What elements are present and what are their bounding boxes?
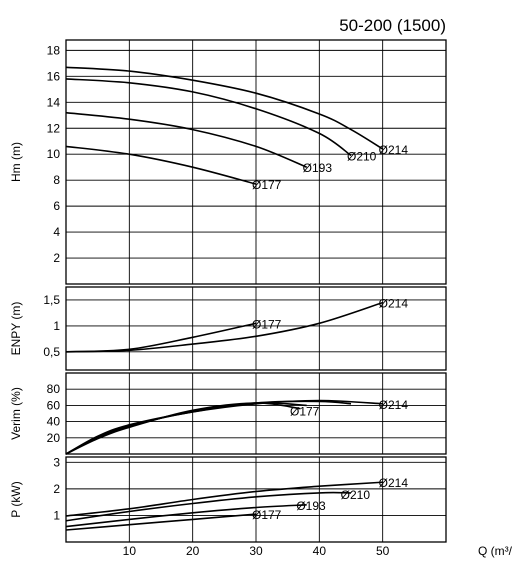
curve-label-eff-177: Ø177 [290,404,320,418]
x-tick-label-10: 10 [123,544,137,558]
curve-label-head-193: Ø193 [303,161,333,175]
series-line-eff-193 [65,401,307,455]
series-line-eff-177 [65,402,301,455]
y-tick-label-power-3: 3 [53,455,60,469]
series-line-head-214 [65,66,384,150]
curve-label-head-210: Ø210 [347,150,377,164]
series-line-head-177 [65,145,257,185]
y-tick-label-head-16: 16 [47,69,61,83]
y-tick-label-head-4: 4 [53,225,60,239]
y-tick-label-npsh-15: 1,5 [43,293,60,307]
y-tick-label-eff-80: 80 [47,382,61,396]
y-axis-label-eff: Verim (%) [9,387,23,440]
x-axis-label: Q (m³/h) [478,544,512,558]
y-axis-label-npsh: ENPY (m) [9,302,23,356]
y-tick-label-head-14: 14 [47,95,61,109]
curve-label-head-214: Ø214 [379,143,409,157]
series-line-power-214 [65,481,383,517]
x-tick-label-50: 50 [376,544,390,558]
y-tick-label-head-12: 12 [47,121,61,135]
y-tick-label-head-18: 18 [47,43,61,57]
y-tick-label-head-8: 8 [53,173,60,187]
curve-label-npsh-177: Ø177 [252,317,282,331]
chart-title: 50-200 (1500) [339,16,446,35]
curve-label-eff-214: Ø214 [379,398,409,412]
curve-label-power-193: Ø193 [296,499,326,513]
y-tick-label-power-2: 2 [53,482,60,496]
series-line-power-210 [65,491,352,522]
y-tick-label-head-10: 10 [47,147,61,161]
y-tick-label-eff-60: 60 [47,398,61,412]
y-axis-label-power: P (kW) [9,481,23,517]
series-line-head-193 [65,111,308,168]
y-tick-label-npsh-05: 0,5 [43,345,60,359]
curve-label-power-210: Ø210 [341,488,371,502]
series-line-npsh-177 [65,322,257,353]
y-axis-label-head: Hm (m) [9,142,23,182]
series-line-power-177 [65,513,257,531]
x-tick-label-40: 40 [313,544,327,558]
y-tick-label-npsh-1: 1 [53,319,60,333]
curve-label-npsh-214: Ø214 [379,297,409,311]
x-tick-label-20: 20 [186,544,200,558]
curve-label-head-177: Ø177 [252,178,282,192]
series-line-eff-214 [65,399,383,455]
curve-label-power-177: Ø177 [252,508,282,522]
curve-label-power-214: Ø214 [379,476,409,490]
y-tick-label-head-6: 6 [53,199,60,213]
y-tick-label-eff-20: 20 [47,431,61,445]
series-line-head-210 [65,78,352,157]
series-line-npsh-214 [65,301,383,353]
y-tick-label-power-1: 1 [53,508,60,522]
x-tick-label-30: 30 [249,544,263,558]
y-tick-label-head-2: 2 [53,251,60,265]
y-tick-label-eff-40: 40 [47,415,61,429]
series-line-power-193 [65,504,307,528]
